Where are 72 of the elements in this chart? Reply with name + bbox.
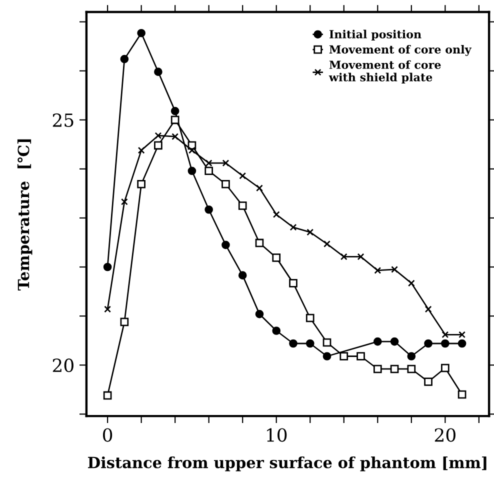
point [154,141,162,150]
point [238,202,247,210]
point [322,352,332,360]
point [222,240,230,250]
point [408,280,415,287]
point [458,331,466,338]
point [172,133,179,140]
point [374,266,382,274]
point [289,339,298,348]
point [120,198,128,206]
point [204,205,214,214]
y-tick-label: 25 [52,113,74,128]
point [424,306,432,313]
point [322,338,332,347]
point [373,337,382,346]
point [272,254,281,262]
point [407,352,416,360]
point [458,390,466,399]
point [272,326,281,335]
legend-label: Movement of core only [329,45,472,56]
point [340,352,348,360]
point [205,160,212,167]
point [104,306,112,313]
legend-label: Movement of core with shield plate [328,60,441,84]
point [222,180,230,188]
point [390,364,399,374]
point [103,262,112,272]
point [170,106,180,116]
point [188,146,196,154]
point [103,391,112,400]
point [357,253,364,260]
point [188,166,196,176]
point [272,211,280,218]
point [306,339,314,348]
point [458,339,466,348]
point [324,240,330,248]
point [306,228,314,236]
point [340,253,348,260]
x-tick-label: 0 [103,428,112,442]
point [154,68,162,76]
point [424,378,432,386]
point [356,352,365,360]
point [306,314,314,322]
point [255,238,264,248]
point [391,266,398,273]
point [120,318,129,326]
point [239,172,246,180]
legend-label: Initial position [329,30,422,41]
y-axis-title: Temperature [℃] [17,139,32,290]
point [289,279,298,288]
point [204,166,214,176]
point [120,54,129,64]
point [238,271,247,280]
point [290,224,297,231]
point [138,146,145,154]
x-tick-label: 20 [434,428,456,442]
point [407,364,416,374]
point [222,160,230,167]
point [442,331,449,338]
x-tick-label: 10 [267,428,287,442]
x-axis-title: Distance from upper surface of phantom [mm] [88,456,486,472]
point [256,184,263,192]
point [424,339,432,348]
point [390,337,399,346]
point [137,180,146,188]
point [170,116,180,124]
point [137,28,146,38]
point [441,339,450,348]
point [373,364,382,374]
point [154,132,162,140]
point [255,310,264,318]
point [441,364,450,372]
